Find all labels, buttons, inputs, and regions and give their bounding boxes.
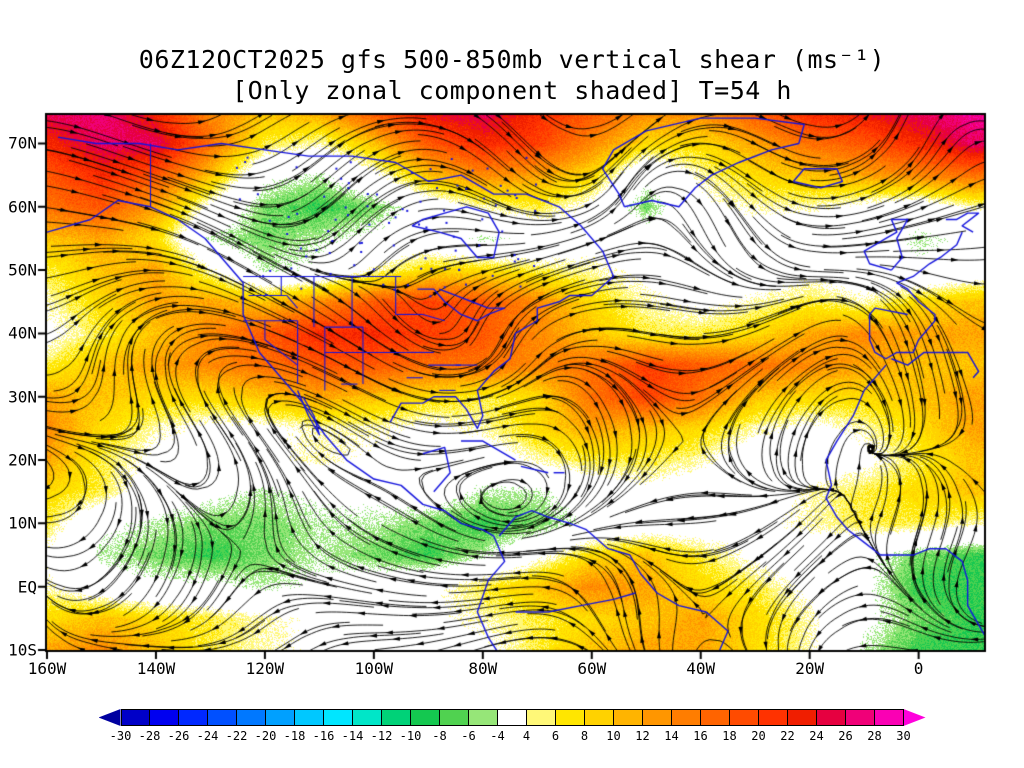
colorbar-tick-label: -28	[138, 729, 161, 743]
colorbar-tick-label: -18	[283, 729, 306, 743]
x-axis-label: 120W	[245, 659, 285, 678]
x-axis-label: 100W	[354, 659, 394, 678]
colorbar-segment	[613, 709, 643, 726]
colorbar-segment	[874, 709, 904, 726]
y-axis-label: 50N	[8, 260, 37, 280]
colorbar-tick-label: 22	[780, 729, 795, 743]
colorbar-segment	[526, 709, 556, 726]
colorbar-tick-label: 24	[809, 729, 824, 743]
y-axis-label: 70N	[8, 133, 37, 153]
x-axis-label: 80W	[468, 659, 498, 678]
colorbar-tick-label: -8	[432, 729, 447, 743]
colorbar-tick-label: 28	[867, 729, 882, 743]
colorbar-tick-label: -26	[167, 729, 190, 743]
colorbar-segment	[468, 709, 498, 726]
colorbar-tick-label: 20	[751, 729, 766, 743]
colorbar-tick-label: 8	[580, 729, 589, 743]
y-axis-label: 20N	[8, 450, 37, 470]
x-axis-label: 140W	[136, 659, 176, 678]
colorbar-tick-label: 16	[693, 729, 708, 743]
colorbar-tick-label: 14	[664, 729, 679, 743]
colorbar-segment	[410, 709, 440, 726]
colorbar-tick-label: 6	[551, 729, 560, 743]
x-axis-label: 40W	[686, 659, 716, 678]
colorbar-segment	[120, 709, 150, 726]
chart-title-line1: 06Z12OCT2025 gfs 500-850mb vertical shea…	[138, 45, 886, 74]
colorbar-segment	[323, 709, 353, 726]
colorbar-tick-label: -16	[312, 729, 335, 743]
colorbar-segment	[816, 709, 846, 726]
colorbar-labels: -30 -28 -26 -24 -22 -20 -18 -16 -14 -12 -10 -8 -6 -4 4…	[99, 726, 926, 744]
colorbar-tick-label: -4	[490, 729, 505, 743]
colorbar-tick-label: -12	[370, 729, 393, 743]
chart-title-line2: [Only zonal component shaded] T=54 h	[232, 76, 792, 105]
colorbar-segment	[294, 709, 324, 726]
colorbar: -30 -28 -26 -24 -22 -20 -18 -16 -14 -12 -10 -8 -6 -4 4…	[0, 709, 1024, 744]
y-axis-label: 10S	[8, 640, 37, 660]
colorbar-tick-label: 26	[838, 729, 853, 743]
colorbar-segment	[149, 709, 179, 726]
colorbar-segment	[758, 709, 788, 726]
colorbar-segment	[729, 709, 759, 726]
x-axis-label: 160W	[27, 659, 67, 678]
y-axis-label: 10N	[8, 513, 37, 533]
colorbar-tick-label: -22	[225, 729, 248, 743]
colorbar-tick-label: 18	[722, 729, 737, 743]
colorbar-tick-label: -6	[461, 729, 476, 743]
x-axis-label: 0	[913, 659, 924, 678]
colorbar-segment	[584, 709, 614, 726]
colorbar-over-arrow	[903, 709, 926, 726]
colorbar-segment	[207, 709, 237, 726]
colorbar-segment	[178, 709, 208, 726]
colorbar-tick-label: -14	[341, 729, 364, 743]
colorbar-tick-label: -24	[196, 729, 219, 743]
colorbar-segment	[845, 709, 875, 726]
colorbar-segment	[439, 709, 469, 726]
colorbar-bar	[98, 709, 926, 726]
y-axis-label: 40N	[8, 323, 37, 343]
colorbar-under-arrow	[98, 709, 121, 726]
x-axis-label: 20W	[795, 659, 825, 678]
colorbar-segment	[787, 709, 817, 726]
colorbar-tick-label: -30	[109, 729, 132, 743]
colorbar-segment	[497, 709, 527, 726]
colorbar-tick-label: -20	[254, 729, 277, 743]
chart-title: 06Z12OCT2025 gfs 500-850mb vertical shea…	[0, 44, 1024, 106]
colorbar-segment	[671, 709, 701, 726]
y-axis-label: 30N	[8, 387, 37, 407]
colorbar-tick-label: -10	[399, 729, 422, 743]
colorbar-segment	[555, 709, 585, 726]
colorbar-tick-label: 4	[522, 729, 531, 743]
colorbar-segment	[381, 709, 411, 726]
colorbar-segment	[236, 709, 266, 726]
colorbar-segment	[352, 709, 382, 726]
x-axis-label: 60W	[577, 659, 607, 678]
colorbar-segment	[700, 709, 730, 726]
colorbar-segment	[265, 709, 295, 726]
y-axis-label: 60N	[8, 197, 37, 217]
colorbar-tick-label: 10	[606, 729, 621, 743]
y-axis-label: EQ	[17, 577, 37, 597]
colorbar-tick-label: 30	[896, 729, 911, 743]
colorbar-segment	[642, 709, 672, 726]
colorbar-tick-label: 12	[635, 729, 650, 743]
